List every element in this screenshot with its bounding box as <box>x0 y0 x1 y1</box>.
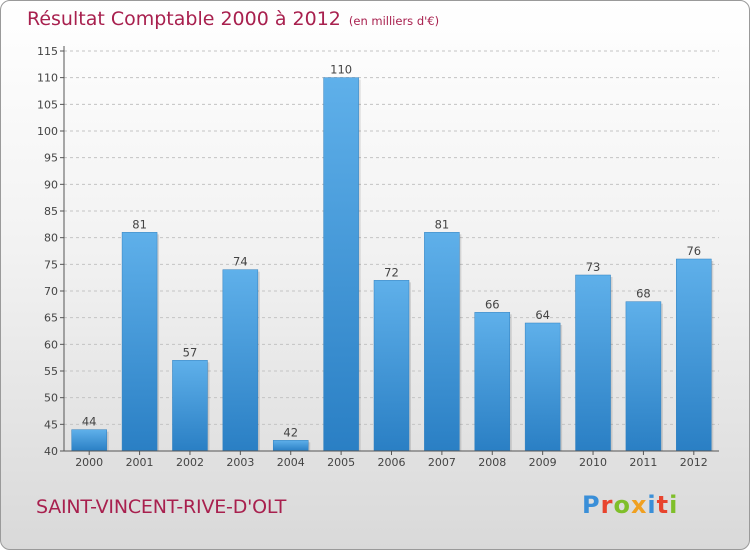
bar-value-label: 66 <box>485 297 500 311</box>
bars-layer <box>71 77 714 452</box>
y-tick-label: 100 <box>37 125 58 138</box>
commune-name: SAINT-VINCENT-RIVE-D'OLT <box>36 496 287 518</box>
y-tick-label: 70 <box>44 285 58 298</box>
bar <box>575 274 611 452</box>
y-tick-label: 95 <box>44 152 58 165</box>
logo-letter: P <box>582 491 601 519</box>
bar <box>222 269 259 452</box>
logo-letter: r <box>600 491 614 519</box>
logo-letter: x <box>630 491 648 519</box>
logo-letter: i <box>647 491 657 519</box>
labels-layer: 44 81 57 74 42 110 72 81 66 64 73 68 76 <box>82 63 701 440</box>
x-tick-label: 2009 <box>529 456 557 469</box>
bar-value-label: 68 <box>636 287 651 301</box>
x-tick-label: 2000 <box>75 456 103 469</box>
bar <box>373 280 410 452</box>
bar-value-label: 64 <box>535 308 550 322</box>
y-tick-label: 60 <box>44 338 58 351</box>
y-tick-label: 90 <box>44 178 58 191</box>
chart-title: Résultat Comptable 2000 à 2012 <box>27 8 341 30</box>
y-tick-label: 55 <box>44 365 58 378</box>
x-tick-label: 2007 <box>428 456 456 469</box>
x-tick-label: 2005 <box>327 456 355 469</box>
bar <box>625 301 662 452</box>
bar <box>424 232 460 452</box>
x-tick-label: 2010 <box>579 456 607 469</box>
x-tick-label: 2011 <box>629 456 657 469</box>
y-tick-label: 105 <box>37 98 58 111</box>
bar <box>121 232 158 452</box>
y-tick-label: 80 <box>44 232 58 245</box>
bar-value-label: 73 <box>586 260 601 274</box>
bar-value-label: 44 <box>82 415 97 429</box>
logo-letter: i <box>669 491 679 519</box>
bar <box>172 360 208 452</box>
logo-letter: o <box>613 491 631 519</box>
y-tick-label: 110 <box>37 72 58 85</box>
y-tick-label: 85 <box>44 205 58 218</box>
axes-layer: 40 45 50 55 60 65 70 75 80 85 90 95 100 105 110 115 2000… <box>37 45 719 469</box>
proxiti-logo[interactable]: Proxiti <box>582 491 678 519</box>
x-tick-label: 2012 <box>680 456 708 469</box>
bar <box>272 440 309 452</box>
bar-value-label: 74 <box>233 255 248 269</box>
x-tick-label: 2004 <box>277 456 305 469</box>
y-tick-label: 65 <box>44 312 58 325</box>
bar-value-label: 81 <box>132 217 147 231</box>
bar <box>676 258 712 452</box>
x-tick-label: 2003 <box>226 456 254 469</box>
bar <box>323 77 359 452</box>
x-tick-label: 2006 <box>378 456 406 469</box>
y-tick-label: 40 <box>44 445 58 458</box>
y-tick-label: 50 <box>44 392 58 405</box>
y-tick-label: 75 <box>44 258 58 271</box>
bar-value-label: 81 <box>435 217 450 231</box>
bar <box>524 322 561 452</box>
x-tick-label: 2002 <box>176 456 204 469</box>
bar-value-label: 110 <box>330 63 352 77</box>
bar-value-label: 42 <box>283 425 298 439</box>
bar-value-label: 57 <box>183 345 198 359</box>
bar-value-label: 76 <box>686 244 701 258</box>
x-tick-label: 2001 <box>126 456 154 469</box>
y-tick-label: 115 <box>37 45 58 58</box>
y-tick-label: 45 <box>44 418 58 431</box>
bar-value-label: 72 <box>384 265 399 279</box>
x-tick-label: 2008 <box>478 456 506 469</box>
chart-subtitle: (en milliers d'€) <box>348 14 440 28</box>
bar <box>474 312 511 452</box>
bar <box>71 429 107 452</box>
logo-letter: t <box>656 491 670 519</box>
chart-title-row: Résultat Comptable 2000 à 2012 (en millie… <box>27 8 439 30</box>
